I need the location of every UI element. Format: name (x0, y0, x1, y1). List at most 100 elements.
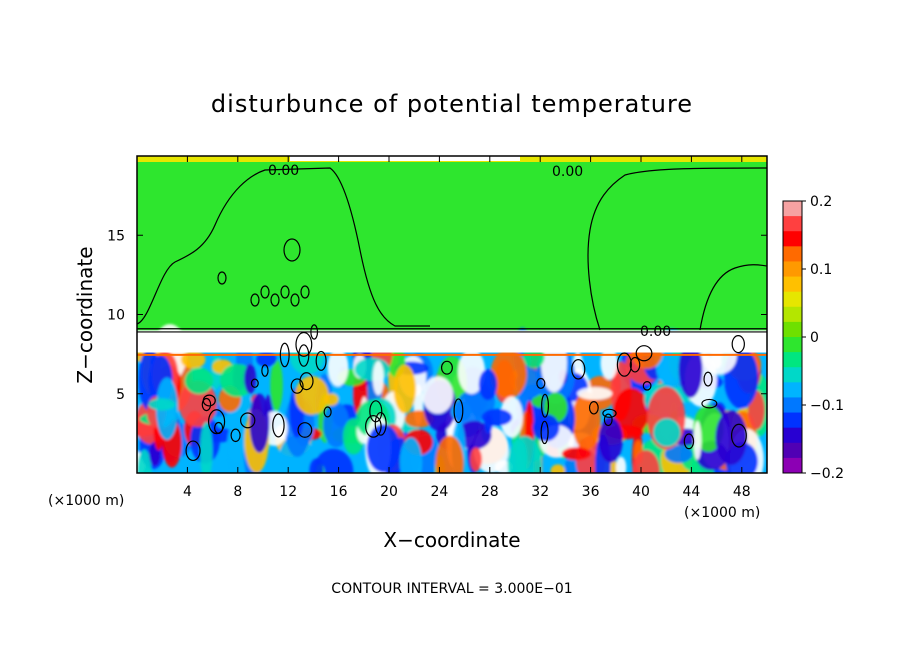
contour-loop (602, 408, 617, 418)
colorbar-swatch (783, 231, 802, 247)
contour-loop (453, 398, 464, 424)
contour-loop (217, 271, 227, 285)
y-tick-label: 5 (116, 387, 125, 403)
contour-loop (261, 364, 269, 377)
contour-loop (588, 401, 599, 415)
x-tick-label: 4 (183, 484, 192, 500)
y-axis-ticks: 5 10 15 (107, 228, 767, 403)
turbulence-blob (457, 420, 492, 450)
turbulence-blob (184, 367, 214, 395)
contour-loop (279, 342, 290, 368)
lower-turbulent-field (137, 156, 767, 473)
x-tick-label: 32 (531, 484, 549, 500)
contour-line (587, 167, 767, 331)
colorbar-swatch (783, 427, 802, 444)
colorbar-swatch (783, 321, 802, 338)
contour-loop (540, 420, 549, 445)
contour-lines (137, 167, 767, 462)
inversion-band (137, 330, 767, 353)
contour-loop (260, 285, 270, 299)
turbulence-blob (507, 436, 543, 473)
turbulence-blob (399, 437, 423, 473)
turbulence-blob (435, 435, 464, 473)
contour-loop (298, 344, 310, 367)
contour-loop (374, 411, 387, 436)
x-tick-label: 8 (233, 484, 242, 500)
contour-label: 0.00 (552, 164, 583, 180)
turbulence-blob (422, 376, 454, 414)
colorbar-swatch (783, 261, 802, 278)
turbulence-blob (148, 398, 176, 411)
chart-title: disturbunce of potential temperature (211, 90, 693, 118)
colorbar-swatch (783, 397, 802, 414)
y-tick-label: 10 (107, 308, 125, 324)
contour-label: 0.00 (268, 163, 299, 179)
contour-loop (701, 398, 718, 409)
turbulence-blob (550, 464, 566, 473)
top-strip-white (290, 156, 520, 161)
colorbar-swatch (783, 216, 802, 232)
contour-loop (250, 378, 259, 388)
contour-loop (730, 423, 747, 448)
contour-loop (230, 428, 241, 443)
contour-loop (270, 293, 280, 307)
contour-loop (290, 378, 304, 394)
turbulence-blob (327, 348, 349, 387)
turbulence-blob (270, 359, 283, 412)
colorbar-tick-label: 0.1 (810, 262, 832, 278)
turbulence-blob (137, 449, 152, 473)
colorbar-swatch (783, 337, 802, 353)
turbulence-blob (178, 380, 217, 428)
turbulence-blob (577, 387, 613, 400)
turbulence-blob (490, 348, 527, 399)
contour-loop (323, 406, 332, 418)
x-tick-label: 24 (430, 484, 448, 500)
contour-loop (297, 422, 313, 438)
colorbar-tick-label: 0.2 (810, 194, 832, 210)
x-unit-left: (×1000 m) (48, 493, 124, 509)
turbulence-blob (598, 417, 623, 463)
y-axis-label: Z−coordinate (73, 246, 97, 383)
colorbar: 0.2 0.1 0 −0.1 −0.2 (782, 194, 844, 482)
contour-loop (290, 293, 300, 307)
turbulence-blob (323, 402, 350, 448)
colorbar-swatch (783, 412, 802, 429)
contour-loop (536, 377, 546, 389)
turbulence-blob (469, 447, 482, 472)
contour-loop (731, 335, 745, 354)
contour-loop (201, 397, 212, 412)
contour-line (699, 264, 767, 331)
contour-line (137, 167, 430, 327)
x-tick-label: 44 (682, 484, 700, 500)
turbulence-blob (478, 369, 498, 401)
contour-loop (214, 421, 224, 434)
turbulence-blob (632, 450, 660, 473)
x-tick-label: 48 (733, 484, 751, 500)
contour-loop (202, 394, 216, 407)
contour-loop (365, 414, 382, 438)
turbulence-blob (615, 456, 627, 473)
contour-loop (272, 413, 285, 438)
contour-loop (629, 356, 641, 373)
x-tick-label: 28 (481, 484, 499, 500)
turbulence-blob (366, 424, 401, 473)
turbulence-blob (653, 418, 681, 447)
contour-loop (603, 413, 613, 427)
turbulence-blob (532, 413, 560, 442)
x-tick-label: 12 (279, 484, 297, 500)
contour-loop (207, 409, 226, 435)
x-tick-label: 36 (582, 484, 600, 500)
colorbar-tick-label: 0 (810, 330, 819, 346)
colorbar-swatch (783, 367, 802, 383)
colorbar-swatch (783, 382, 802, 398)
contour-loop (440, 360, 453, 375)
turbulence-blob (613, 388, 650, 436)
contour-interval-note: CONTOUR INTERVAL = 3.000E−01 (331, 581, 572, 597)
colorbar-tick-label: −0.1 (810, 398, 844, 414)
colorbar-swatch (783, 276, 802, 293)
heatmap-field (137, 156, 767, 473)
turbulence-blob (664, 445, 693, 464)
colorbar-swatch (783, 442, 802, 459)
turbulence-blob (393, 364, 416, 414)
